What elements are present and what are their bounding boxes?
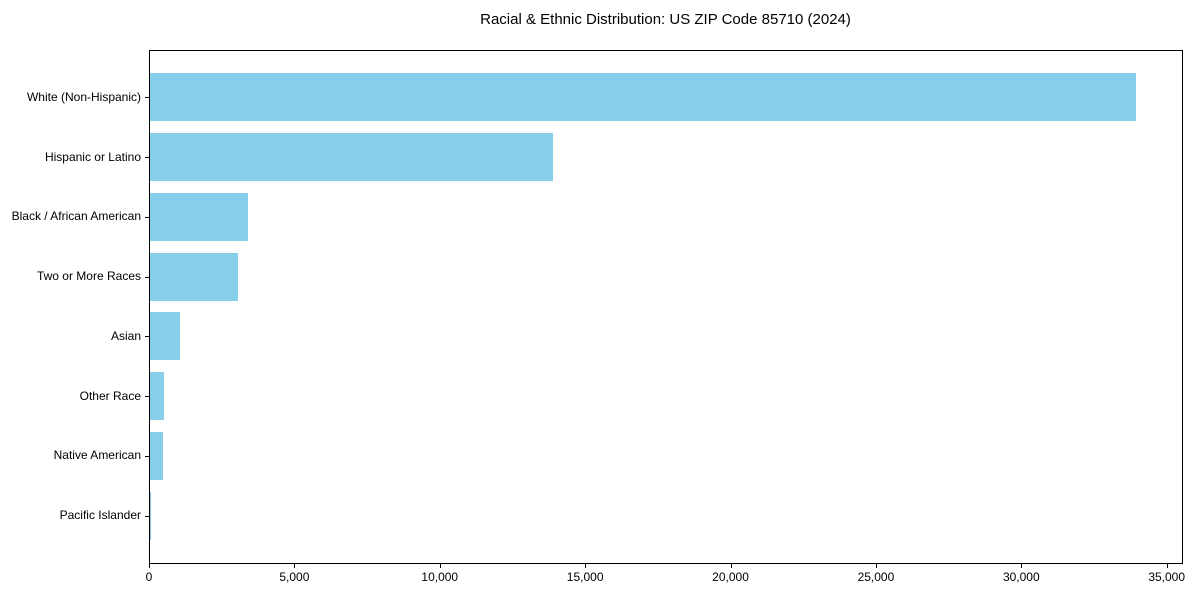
y-tick-label: Native American xyxy=(53,448,141,463)
x-axis-tick xyxy=(585,564,587,568)
x-tick-label: 0 xyxy=(145,570,153,584)
y-axis-tick xyxy=(145,216,149,218)
x-axis-tick xyxy=(875,564,877,568)
chart-title: Racial & Ethnic Distribution: US ZIP Cod… xyxy=(480,11,851,28)
bar-pacific-islander xyxy=(150,491,151,540)
x-tick-label: 30,000 xyxy=(1002,570,1040,584)
y-tick-label: Hispanic or Latino xyxy=(44,149,141,164)
y-tick-label: Two or More Races xyxy=(36,269,141,284)
x-axis-tick xyxy=(730,564,732,568)
x-axis-tick xyxy=(149,564,150,568)
bar-asian xyxy=(150,312,181,361)
y-axis-tick xyxy=(145,336,149,338)
y-axis-tick xyxy=(145,396,149,398)
y-tick-label: White (Non-Hispanic) xyxy=(26,89,141,104)
y-tick-label: Black / African American xyxy=(11,209,141,224)
y-axis-tick xyxy=(145,97,149,99)
y-axis-tick xyxy=(145,455,149,457)
x-tick-label: 35,000 xyxy=(1148,570,1186,584)
x-tick-label: 15,000 xyxy=(566,570,604,584)
x-axis-tick xyxy=(294,564,296,568)
y-tick-label: Other Race xyxy=(79,388,141,403)
y-axis-tick xyxy=(145,515,149,517)
y-axis-tick xyxy=(145,157,149,159)
x-tick-label: 25,000 xyxy=(857,570,895,584)
x-tick-label: 5,000 xyxy=(279,570,310,584)
bar-native-american xyxy=(150,432,163,480)
x-tick-label: 20,000 xyxy=(712,570,749,584)
bar-other-race xyxy=(150,372,165,421)
y-tick-label: Pacific Islander xyxy=(59,508,141,523)
y-axis-tick xyxy=(145,276,149,278)
plot-area xyxy=(149,50,1183,564)
x-axis-tick xyxy=(1166,564,1168,568)
bar-hispanic-or-latino xyxy=(150,133,553,181)
y-tick-label: Asian xyxy=(110,328,141,343)
x-tick-label: 10,000 xyxy=(421,570,459,584)
bar-two-or-more-races xyxy=(150,252,239,301)
x-axis-tick xyxy=(439,564,441,568)
x-axis-tick xyxy=(1021,564,1023,568)
bar-white-non-hispanic- xyxy=(150,73,1136,122)
bar-black-african-american xyxy=(150,192,248,241)
